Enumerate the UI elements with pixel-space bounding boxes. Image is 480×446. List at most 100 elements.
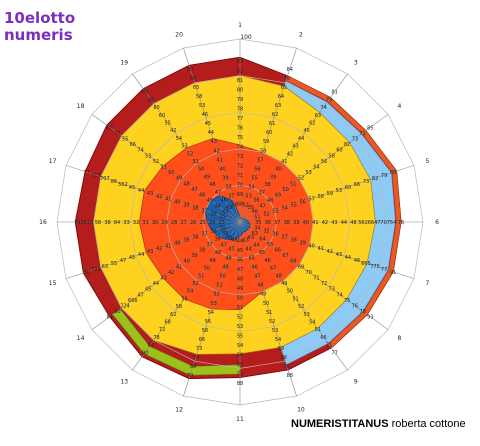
cell-value: 57 [309,197,315,203]
cell-value: 43 [336,252,342,258]
cell-value: 47 [221,243,227,249]
cell-value: 45 [226,205,232,211]
cell-value: 67 [282,253,288,259]
grid-spoke [239,165,415,223]
spoke-label: 9 [354,378,358,385]
cell-value: 50 [287,289,293,295]
cell-value: 86 [111,179,117,185]
cell-value: 40 [174,200,180,206]
cell-value: 90 [114,309,120,315]
cell-value: 39 [270,174,276,180]
cell-value: 58 [329,153,335,159]
cell-value: 46 [231,237,237,243]
cell-value: 82 [237,69,243,75]
cell-value: 64 [278,94,284,100]
cell-value: 62 [272,112,278,118]
cell-value: 38 [192,206,198,212]
cell-value: 54 [176,136,182,142]
cell-value: 71 [359,131,365,137]
cell-value: 73 [196,346,202,352]
band-outer-left-edge [286,75,401,348]
cell-value: 42 [156,246,162,252]
cell-value: 73 [363,179,369,185]
cell-value: 59 [327,191,333,197]
spoke-label: 13 [120,378,128,385]
cell-value: 47 [191,187,197,193]
grid-spoke [65,165,241,223]
cell-value: 51 [254,214,260,220]
cell-value: 49 [204,174,210,180]
cell-value: 74 [137,148,143,154]
cell-value: 78 [237,107,243,113]
cell-value: 754 [387,220,397,226]
cell-value: 52 [243,203,249,209]
grid-spoke [239,221,389,330]
cell-value: 43 [211,139,217,145]
cell-value: 52 [263,211,269,217]
cell-value: 49 [222,265,228,271]
cell-value: 83 [237,59,243,65]
cell-value: 56 [321,159,327,165]
cell-value: 45 [248,256,254,262]
cell-value: 45 [129,185,135,191]
cell-value: 707 [100,176,110,182]
cell-value: 48 [350,220,356,226]
cell-value: 51 [198,273,204,279]
cell-value: 51 [315,327,321,333]
cell-value: 51 [193,159,199,165]
cell-value: 65 [281,85,287,91]
cell-value: 43 [222,209,228,215]
cell-value: 71 [237,173,243,179]
cell-value: 42 [287,151,293,157]
cell-value: 29 [161,220,167,226]
cell-value: 50 [198,167,204,173]
cell-value: 44 [237,238,243,244]
cell-value: 55 [251,175,257,181]
cell-value: 54 [275,337,281,343]
cell-value: 74 [336,292,342,298]
spoke-label: 19 [120,60,128,67]
cell-value: 63 [315,113,321,119]
cell-value: 58 [196,94,202,100]
cell-value: 77 [381,267,387,273]
cell-value: 49 [260,292,266,298]
cell-value: 55 [237,334,243,340]
credit-line: NUMERISTITANUS roberta cottone [291,418,466,430]
cell-value: 55 [122,137,128,143]
cell-value: 44 [345,255,351,261]
cell-value: 36 [210,229,216,235]
grid-spoke [132,73,241,223]
cell-value: 39 [222,175,228,181]
cell-value: 68 [165,320,171,326]
cell-value: 78 [153,335,159,341]
cell-value: 69 [237,192,243,198]
cell-value: 41 [165,243,171,249]
cell-value: 748 [74,220,84,226]
cell-value: 37 [207,242,213,248]
cell-value: 50 [219,274,225,280]
cell-value: 74 [320,105,326,111]
cell-value: 38 [225,185,231,191]
cell-value: 77 [237,116,243,122]
cell-value: 66 [199,337,205,343]
cell-value: 48 [257,283,263,289]
cell-value: 77 [84,170,90,176]
cell-value: 65 [193,85,199,91]
cell-value: 81 [237,78,243,84]
radar-cell-values: 8382818079787776757473727170696884766564… [74,59,404,387]
cell-value: 76 [284,364,290,370]
cell-value: 78 [359,309,365,315]
cell-value: 53 [211,301,217,307]
cell-value: 76 [352,304,358,310]
grid-spoke [183,221,241,397]
cell-value: 80 [190,76,196,82]
cell-value: 65 [267,242,273,248]
cell-value: 86 [390,170,396,176]
cell-value: 31 [142,220,148,226]
cell-value: 70 [306,270,312,276]
cell-value: 52 [214,292,220,298]
cell-value: 44 [298,136,304,142]
cell-value: 80 [153,105,159,111]
cell-value: 47 [120,258,126,264]
